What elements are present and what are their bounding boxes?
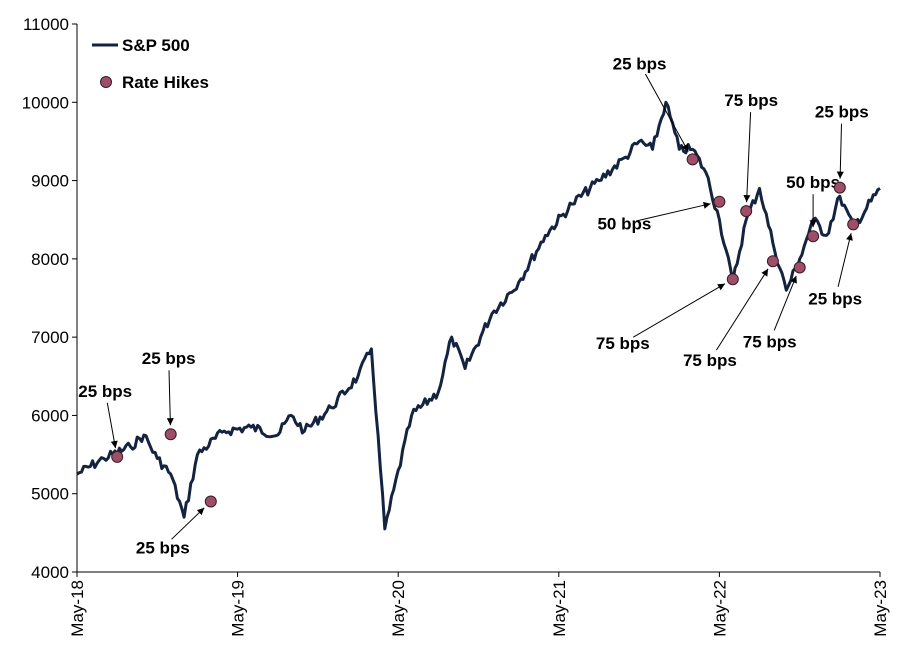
hike-label: 25 bps	[142, 349, 196, 368]
legend: S&P 500 Rate Hikes	[92, 36, 209, 92]
hike-arrowhead	[809, 220, 817, 228]
rate-hike-dot	[847, 218, 860, 231]
rate-hike-dot	[807, 230, 820, 243]
axes: 4000 5000 6000 7000 8000 9000 10000 11000 May-18…	[22, 15, 890, 637]
x-tick-label: May-22	[710, 580, 729, 637]
y-tick-label: 7000	[31, 328, 69, 347]
rate-hike-dot	[686, 153, 699, 166]
hike-arrow	[644, 73, 689, 152]
hike-label: 75 bps	[724, 91, 778, 110]
x-tick-label: May-21	[550, 580, 569, 637]
rate-hike-dot	[726, 273, 739, 286]
hike-arrow	[171, 507, 205, 540]
rate-hike-dot	[164, 428, 177, 441]
rate-hike-dot	[833, 181, 846, 194]
x-tick-label: May-19	[229, 580, 248, 637]
y-tick-label: 5000	[31, 485, 69, 504]
hike-label: 50 bps	[786, 173, 840, 192]
y-tick-label: 11000	[23, 15, 69, 34]
hike-arrowhead	[846, 233, 853, 241]
hike-label: 25 bps	[808, 289, 862, 308]
hike-arrow	[106, 402, 116, 449]
rate-hike-dot	[713, 195, 726, 208]
hike-arrowhead	[836, 171, 844, 179]
y-tick-label: 9000	[31, 172, 69, 191]
hike-label: 25 bps	[78, 382, 132, 401]
hike-arrowhead	[110, 440, 118, 449]
x-tick-label: May-23	[871, 580, 890, 637]
hike-arrow	[773, 275, 797, 331]
legend-label-rate-hikes: Rate Hikes	[122, 73, 209, 92]
legend-dot-swatch	[100, 76, 112, 88]
hike-label: 50 bps	[597, 215, 651, 234]
x-tick-label: May-18	[68, 580, 87, 637]
annotations: 25 bps 25 bps 25 bps 25 bps 50 bps 75 bps 75 b…	[78, 54, 868, 557]
hike-arrowhead	[717, 283, 725, 291]
hike-arrow	[632, 283, 726, 338]
hike-label: 75 bps	[683, 351, 737, 370]
hike-label: 25 bps	[136, 539, 190, 558]
hike-arrowhead	[681, 143, 689, 152]
x-tick-label: May-20	[389, 580, 408, 637]
hike-arrowhead	[703, 201, 711, 209]
rate-hike-dot	[204, 495, 217, 508]
series-line-group	[76, 100, 881, 531]
y-tick-label: 4000	[31, 563, 69, 582]
hike-label: 25 bps	[815, 103, 869, 122]
rate-hike-dot	[111, 450, 124, 463]
sp500-line	[76, 100, 881, 531]
rate-hike-dot	[793, 261, 806, 274]
hike-arrowhead	[166, 418, 174, 426]
legend-label-sp500: S&P 500	[122, 36, 190, 55]
rate-hike-dot	[766, 255, 779, 268]
hike-arrow	[839, 123, 842, 179]
hike-arrowhead	[761, 268, 769, 277]
hike-label: 75 bps	[596, 334, 650, 353]
hike-arrowhead	[743, 195, 751, 203]
hike-arrow	[746, 112, 752, 203]
hike-arrow	[635, 203, 711, 222]
rate-hike-markers	[111, 153, 860, 508]
hike-arrow	[168, 370, 171, 426]
rate-hike-dot	[740, 205, 753, 218]
hike-arrow	[715, 268, 769, 351]
hike-arrow	[837, 233, 852, 287]
hike-arrowhead	[790, 275, 797, 284]
y-tick-label: 10000	[22, 93, 69, 112]
y-tick-label: 8000	[31, 250, 69, 269]
y-tick-label: 6000	[31, 406, 69, 425]
hike-arrowhead	[196, 507, 205, 516]
hike-label: 25 bps	[613, 54, 667, 73]
hike-label: 75 bps	[743, 333, 797, 352]
